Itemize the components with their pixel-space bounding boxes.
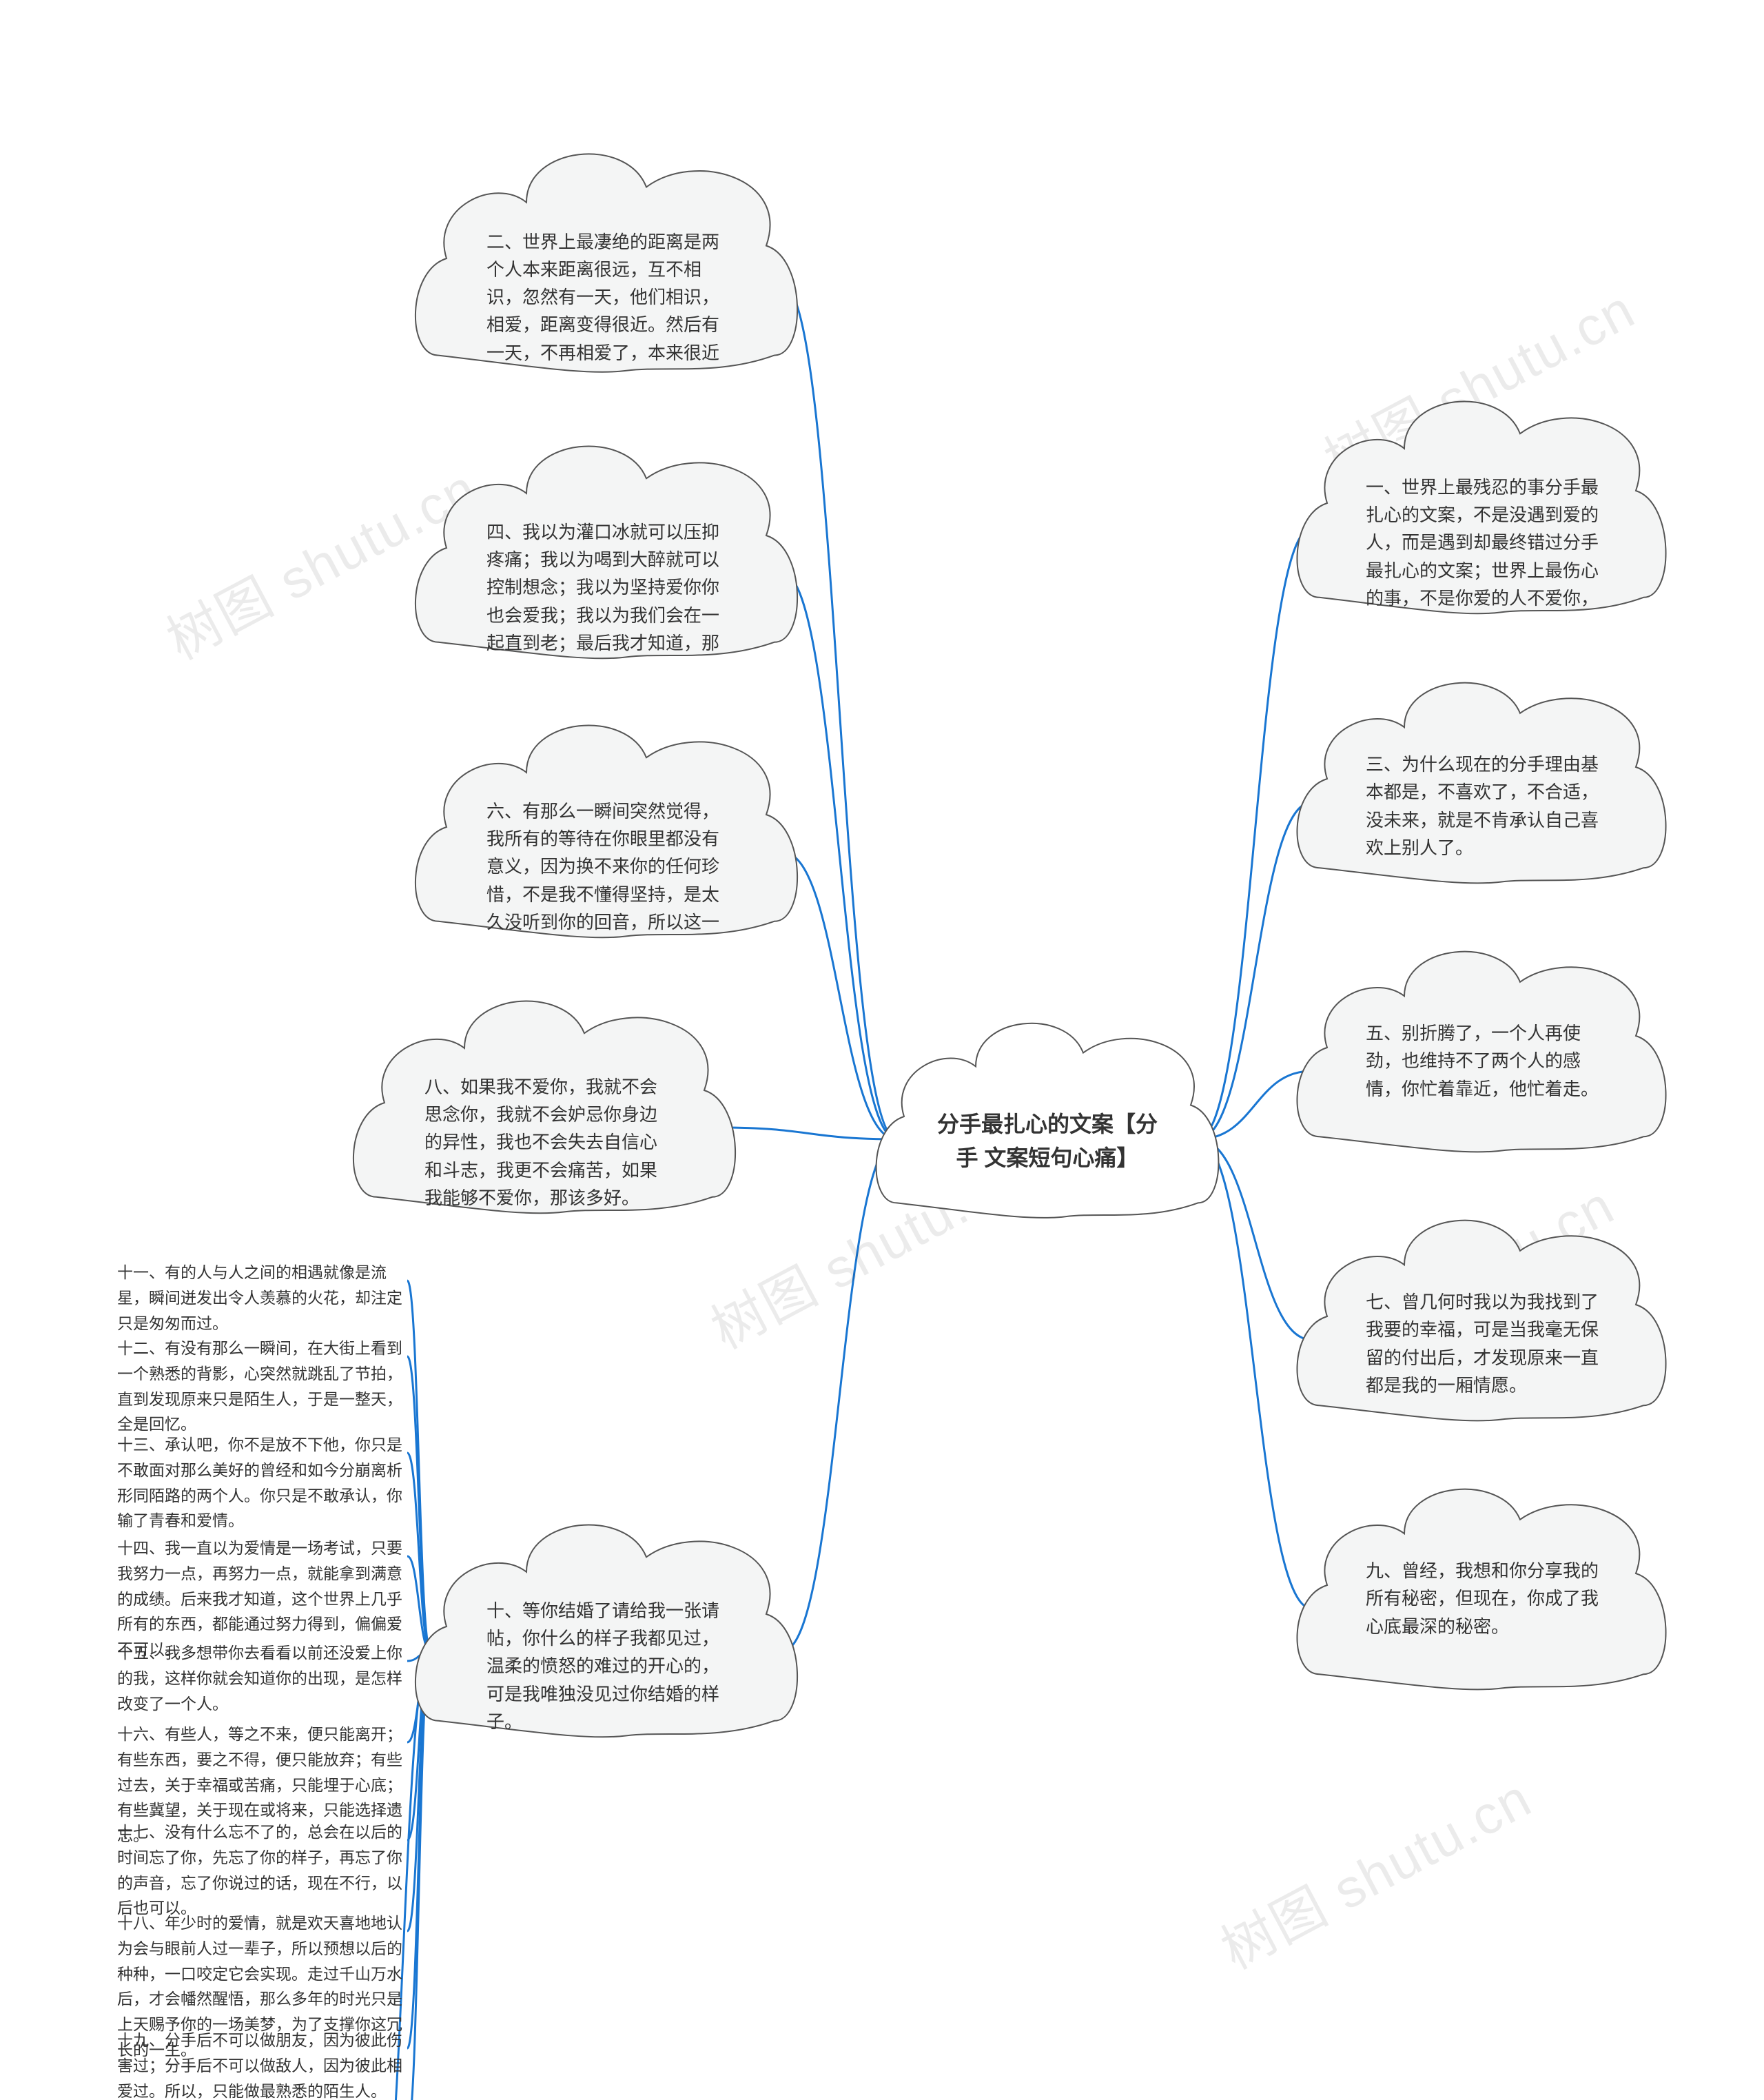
sub-text-t12[interactable]: 十二、有没有那么一瞬间，在大街上看到一个熟悉的背影，心突然就跳乱了节拍，直到发现… xyxy=(117,1336,403,1437)
right-cloud-r7[interactable]: 七、曾几何时我以为我找到了我要的幸福，可是当我毫无保留的付出后，才发现原来一直都… xyxy=(1289,1199,1674,1434)
left-cloud-l8-label: 八、如果我不爱你，我就不会思念你，我就不会妒忌你身边的异性，我也不会失去自信心和… xyxy=(424,1073,673,1210)
right-cloud-r5[interactable]: 五、别折腾了，一个人再使劲，也维持不了两个人的感情，你忙着靠近，他忙着走。 xyxy=(1289,930,1674,1165)
sub-text-t15[interactable]: 十五、我多想带你去看看以前还没爱上你的我，这样你就会知道你的出现，是怎样改变了一… xyxy=(117,1640,403,1716)
sub-text-t19[interactable]: 十九、分手后不可以做朋友，因为彼此伤害过；分手后不可以做敌人，因为彼此相爱过。所… xyxy=(117,2028,403,2100)
right-cloud-r3[interactable]: 三、为什么现在的分手理由基本都是，不喜欢了，不合适，没未来，就是不肯承认自己喜欢… xyxy=(1289,662,1674,896)
right-cloud-r1-label: 一、世界上最残忍的事分手最扎心的文案，不是没遇到爱的人，而是遇到却最终错过分手最… xyxy=(1366,473,1605,610)
right-cloud-r9[interactable]: 九、曾经，我想和你分享我的所有秘密，但现在，你成了我心底最深的秘密。 xyxy=(1289,1468,1674,1702)
sub-text-t17[interactable]: 十七、没有什么忘不了的，总会在以后的时间忘了你，先忘了你的样子，再忘了你的声音，… xyxy=(117,1819,403,1921)
left-cloud-l4-label: 四、我以为灌口冰就可以压抑疼痛；我以为喝到大醉就可以控制想念；我以为坚持爱你你也… xyxy=(486,518,735,655)
right-cloud-r5-label: 五、别折腾了，一个人再使劲，也维持不了两个人的感情，你忙着靠近，他忙着走。 xyxy=(1366,1019,1605,1148)
center-topic-label: 分手最扎心的文案【分手 文案短句心痛】 xyxy=(933,1076,1162,1207)
sub-text-t13[interactable]: 十三、承认吧，你不是放不下他，你只是不敢面对那么美好的曾经和如今分崩离析形同陌路… xyxy=(117,1432,403,1533)
watermark: 树图 shutu.cn xyxy=(1206,1756,1543,1984)
left-cloud-l6-label: 六、有那么一瞬间突然觉得，我所有的等待在你眼里都没有意义，因为换不来你的任何珍惜… xyxy=(486,797,735,934)
left-cloud-l10[interactable]: 十、等你结婚了请给我一张请帖，你什么的样子我都见过，温柔的愤怒的难过的开心的，可… xyxy=(407,1502,806,1751)
right-cloud-r1[interactable]: 一、世界上最残忍的事分手最扎心的文案，不是没遇到爱的人，而是遇到却最终错过分手最… xyxy=(1289,379,1674,627)
right-cloud-r7-label: 七、曾几何时我以为我找到了我要的幸福，可是当我毫无保留的付出后，才发现原来一直都… xyxy=(1366,1288,1605,1417)
left-cloud-l10-label: 十、等你结婚了请给我一张请帖，你什么的样子我都见过，温柔的愤怒的难过的开心的，可… xyxy=(486,1597,735,1733)
right-cloud-r9-label: 九、曾经，我想和你分享我的所有秘密，但现在，你成了我心底最深的秘密。 xyxy=(1366,1557,1605,1686)
left-cloud-l4[interactable]: 四、我以为灌口冰就可以压抑疼痛；我以为喝到大醉就可以控制想念；我以为坚持爱你你也… xyxy=(407,424,806,672)
left-cloud-l2[interactable]: 二、世界上最凄绝的距离是两个人本来距离很远，互不相识，忽然有一天，他们相识，相爱… xyxy=(407,131,806,386)
center-topic[interactable]: 分手最扎心的文案【分手 文案短句心痛】 xyxy=(868,1003,1227,1230)
sub-text-t11[interactable]: 十一、有的人与人之间的相遇就像是流星，瞬间迸发出令人羡慕的火花，却注定只是匆匆而… xyxy=(117,1260,403,1336)
right-cloud-r3-label: 三、为什么现在的分手理由基本都是，不喜欢了，不合适，没未来，就是不肯承认自己喜欢… xyxy=(1366,751,1605,879)
left-cloud-l8[interactable]: 八、如果我不爱你，我就不会思念你，我就不会妒忌你身边的异性，我也不会失去自信心和… xyxy=(345,979,744,1227)
left-cloud-l2-label: 二、世界上最凄绝的距离是两个人本来距离很远，互不相识，忽然有一天，他们相识，相爱… xyxy=(486,228,735,369)
left-cloud-l6[interactable]: 六、有那么一瞬间突然觉得，我所有的等待在你眼里都没有意义，因为换不来你的任何珍惜… xyxy=(407,703,806,951)
